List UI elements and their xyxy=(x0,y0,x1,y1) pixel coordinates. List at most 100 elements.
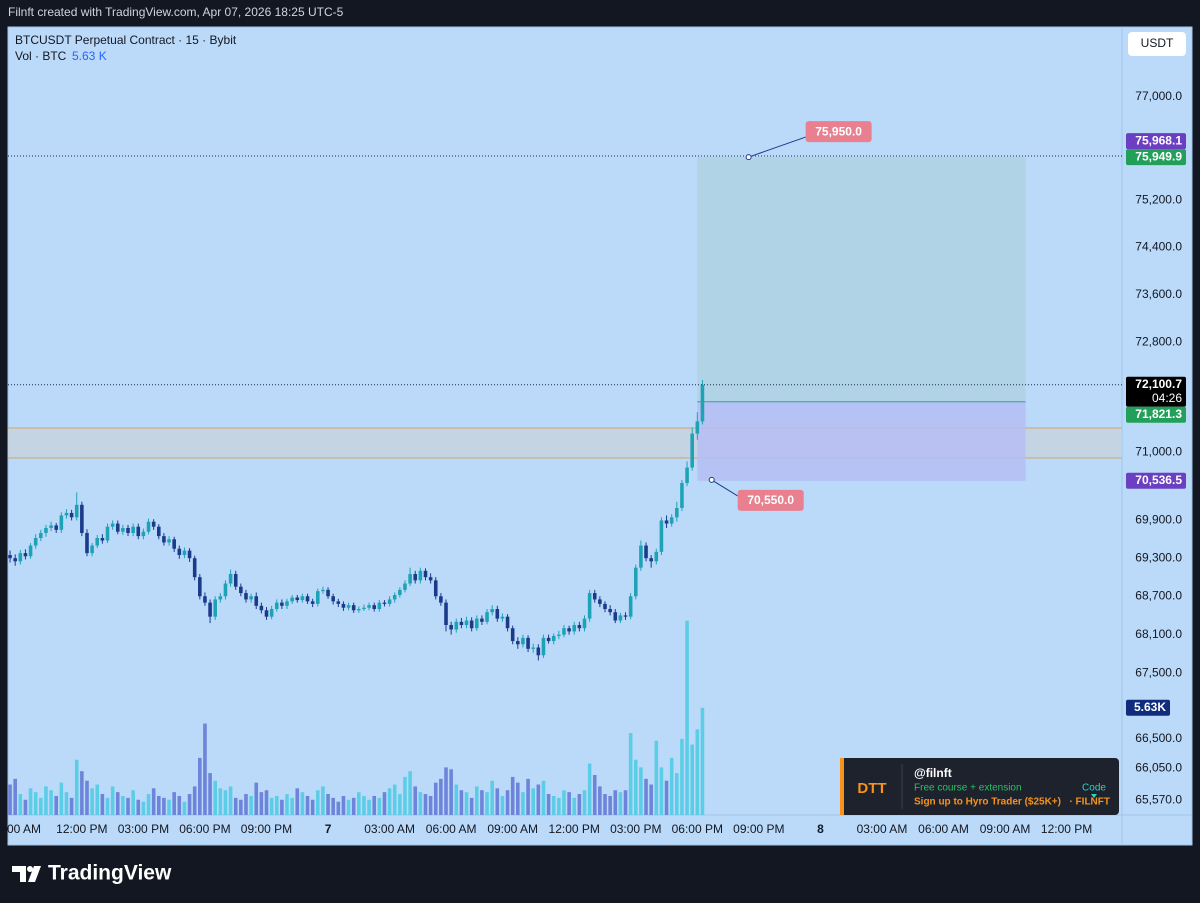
volume-bar xyxy=(269,797,274,815)
promo-handle: @filnft xyxy=(914,766,952,780)
candle-body xyxy=(695,421,700,434)
volume-bar xyxy=(105,797,110,815)
promo-cta: Sign up to Hyro Trader ($25K+) xyxy=(914,797,1061,808)
candle-body xyxy=(398,589,402,595)
volume-bar xyxy=(398,794,402,815)
promo-box[interactable]: DTT @filnft Free course + extension Code… xyxy=(840,758,1119,815)
volume-bar xyxy=(567,792,571,815)
candle-body xyxy=(433,580,438,597)
volume-bar xyxy=(172,792,176,815)
volume-bar xyxy=(290,797,294,815)
candle-body xyxy=(541,637,546,656)
chart-title: BTCUSDT Perpetual Contract · 15 · Bybit xyxy=(15,33,237,47)
volume-bar xyxy=(198,757,202,815)
candle-body xyxy=(659,520,664,552)
volume-bar xyxy=(613,790,618,815)
volume-bar xyxy=(151,788,156,815)
volume-bar xyxy=(618,792,623,815)
candle-body xyxy=(156,526,161,537)
y-tick-label: 73,600.0 xyxy=(1135,287,1182,301)
candle-body xyxy=(403,583,407,590)
volume-bar xyxy=(64,792,69,815)
volume-bar xyxy=(459,790,464,815)
candle-body xyxy=(623,615,628,617)
promo-background[interactable] xyxy=(840,758,1119,815)
volume-bar xyxy=(162,797,166,815)
promo-arrow xyxy=(1091,794,1097,798)
volume-bar xyxy=(203,723,207,815)
volume-bar xyxy=(141,801,146,815)
candle-body xyxy=(90,545,94,554)
candle-body xyxy=(633,567,638,597)
candle-body xyxy=(44,527,48,533)
candle-body xyxy=(449,625,453,630)
volume-bar xyxy=(510,776,515,815)
volume-bar xyxy=(521,792,525,815)
x-tick-label: 06:00 PM xyxy=(672,822,723,836)
x-tick-label: 06:00 AM xyxy=(426,822,477,836)
candle-body xyxy=(664,520,669,524)
candle-body xyxy=(357,609,361,611)
volume-bar xyxy=(213,780,218,815)
volume-bar xyxy=(516,782,520,815)
volume-bar xyxy=(623,790,628,815)
candle-body xyxy=(490,609,494,613)
volume-bar xyxy=(444,767,448,815)
volume-bar xyxy=(33,792,38,815)
volume-bar xyxy=(95,784,100,815)
volume-bar xyxy=(44,786,48,815)
volume-bar xyxy=(372,795,376,815)
candle-body xyxy=(392,594,397,600)
volume-bar xyxy=(156,795,161,815)
annotation-leader xyxy=(711,479,738,497)
volume-bar xyxy=(669,757,674,815)
volume-bar xyxy=(280,799,284,815)
candle-body xyxy=(290,597,294,602)
y-tick-label: 65,570.0 xyxy=(1135,793,1182,807)
candle-body xyxy=(146,521,151,532)
candle-body xyxy=(531,647,535,649)
volume-legend-value: 5.63 K xyxy=(72,49,107,63)
candle-body xyxy=(69,512,74,518)
candle-body xyxy=(126,527,130,533)
candle-body xyxy=(362,607,366,610)
candle-body xyxy=(280,602,284,606)
y-tick-label: 68,700.0 xyxy=(1135,588,1182,602)
currency-label[interactable]: USDT xyxy=(1141,36,1174,50)
candle-body xyxy=(105,526,110,541)
candle-body xyxy=(336,601,341,604)
candle-body xyxy=(587,593,592,619)
volume-bar xyxy=(428,795,433,815)
y-tick-label: 69,300.0 xyxy=(1135,550,1182,564)
x-tick-label: 06:00 PM xyxy=(179,822,230,836)
volume-bar xyxy=(382,792,387,815)
volume-bar xyxy=(182,801,187,815)
y-tick-label: 71,000.0 xyxy=(1135,444,1182,458)
x-tick-label: 12:00 PM xyxy=(1041,822,1092,836)
x-tick-label: 09:00 AM xyxy=(980,822,1031,836)
x-tick-label: 03:00 AM xyxy=(857,822,908,836)
currency-button[interactable] xyxy=(1128,32,1186,56)
candle-body xyxy=(249,596,253,600)
volume-bar xyxy=(413,786,418,815)
volume-bar xyxy=(351,797,356,815)
candle-body xyxy=(644,545,648,559)
candle-body xyxy=(326,589,330,597)
volume-bar xyxy=(69,797,74,815)
y-tick-label: 67,500.0 xyxy=(1135,666,1182,680)
candle-body xyxy=(341,603,346,608)
volume-bar xyxy=(110,786,115,815)
promo-accent xyxy=(840,758,844,815)
volume-bar xyxy=(187,794,192,815)
logo-slash xyxy=(28,866,41,882)
volume-bar xyxy=(28,788,33,815)
volume-bar xyxy=(469,797,474,815)
y-tick-label: 69,900.0 xyxy=(1135,513,1182,527)
candle-body xyxy=(172,539,176,549)
x-tick-label: 7 xyxy=(325,822,332,836)
volume-bar xyxy=(177,795,182,815)
volume-bar xyxy=(126,797,130,815)
volume-bar xyxy=(639,767,643,815)
x-tick-label: 09:00 AM xyxy=(487,822,538,836)
volume-bar xyxy=(439,778,443,815)
